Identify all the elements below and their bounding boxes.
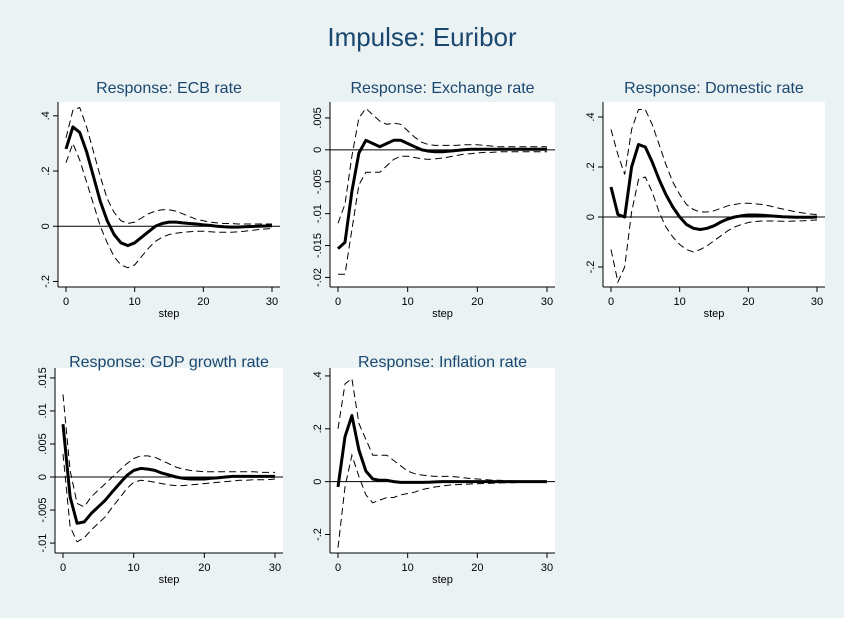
panel-title: Response: Exchange rate bbox=[350, 80, 534, 97]
x-tick-label: 0 bbox=[335, 562, 341, 574]
panel-response-inflation-rate: Response: Inflation rate 0 10 20 30 step -.2 0.… bbox=[312, 354, 555, 586]
x-tick-label: 10 bbox=[128, 562, 140, 574]
panel-title: Response: ECB rate bbox=[96, 80, 242, 97]
y-tick-label: .4 bbox=[585, 112, 597, 121]
x-tick-label: 30 bbox=[811, 296, 823, 308]
y-tick-label: -.2 bbox=[585, 261, 597, 274]
series-lower-line bbox=[65, 142, 273, 269]
x-axis-title: step bbox=[159, 308, 180, 320]
panel-response-ecb-rate: Response: ECB rate 0 10 20 30 step -.2 0 .2 .4 bbox=[40, 80, 280, 320]
x-tick-label: 0 bbox=[63, 296, 69, 308]
x-axis-title: step bbox=[159, 574, 180, 586]
y-tick-label: .015 bbox=[37, 367, 49, 388]
x-tick-label: 20 bbox=[471, 562, 483, 574]
plot-area bbox=[55, 368, 283, 553]
y-tick-label: -.005 bbox=[37, 498, 49, 523]
x-tick-label: 10 bbox=[402, 562, 414, 574]
series-lower-line bbox=[610, 176, 818, 284]
series-upper-line bbox=[62, 394, 275, 508]
series-irf-line bbox=[64, 125, 273, 248]
y-tick-label: 0 bbox=[312, 479, 324, 485]
series-irf-line bbox=[336, 138, 547, 250]
y-tick-label: -.005 bbox=[312, 169, 324, 194]
x-tick-label: 30 bbox=[541, 562, 553, 574]
x-tick-label: 20 bbox=[471, 296, 483, 308]
plot-area bbox=[603, 102, 825, 287]
x-tick-label: 30 bbox=[266, 296, 278, 308]
plot-area bbox=[58, 102, 280, 287]
y-tick-label: .01 bbox=[37, 403, 49, 418]
series-irf-line bbox=[609, 143, 818, 231]
x-tick-label: 10 bbox=[674, 296, 686, 308]
series-lower-line bbox=[338, 151, 547, 275]
y-tick-label: -.01 bbox=[312, 204, 324, 223]
y-tick-label: 0 bbox=[40, 223, 52, 229]
x-tick-label: 20 bbox=[198, 562, 210, 574]
series-lower-line bbox=[62, 453, 276, 543]
y-tick-label: -.2 bbox=[40, 275, 52, 288]
series-upper-line bbox=[610, 109, 818, 215]
x-tick-label: 30 bbox=[541, 296, 553, 308]
y-tick-label: -.02 bbox=[312, 268, 324, 287]
panel-title: Response: GDP growth rate bbox=[69, 354, 269, 371]
y-tick-label: 0 bbox=[312, 147, 324, 153]
y-tick-label: 0 bbox=[585, 214, 597, 220]
x-axis-title: step bbox=[432, 574, 453, 586]
y-tick-label: -.2 bbox=[312, 528, 324, 541]
plot-area bbox=[330, 368, 555, 553]
x-tick-label: 30 bbox=[269, 562, 281, 574]
figure-title: Impulse: Euribor bbox=[327, 22, 517, 52]
y-tick-label: .2 bbox=[585, 162, 597, 171]
y-tick-label: -.015 bbox=[312, 233, 324, 258]
y-tick-label: .2 bbox=[312, 424, 324, 433]
y-tick-label: .005 bbox=[312, 107, 324, 128]
series-upper-line bbox=[337, 107, 547, 224]
panel-response-domestic-rate: Response: Domestic rate 0 10 20 30 step -.2 0 .2… bbox=[585, 80, 825, 320]
x-tick-label: 0 bbox=[608, 296, 614, 308]
y-tick-label: 0 bbox=[37, 474, 49, 480]
x-tick-label: 10 bbox=[129, 296, 141, 308]
x-tick-label: 0 bbox=[335, 296, 341, 308]
x-tick-label: 20 bbox=[742, 296, 754, 308]
x-tick-label: 10 bbox=[402, 296, 414, 308]
series-lower-line bbox=[337, 453, 547, 548]
series-irf-line bbox=[61, 424, 275, 525]
panel-response-gdp-growth-rate: Response: GDP growth rate 0 10 20 30 step -.01… bbox=[37, 354, 283, 586]
panel-title: Response: Inflation rate bbox=[358, 354, 527, 371]
y-tick-label: .2 bbox=[40, 166, 52, 175]
y-tick-label: .005 bbox=[37, 433, 49, 454]
plot-area bbox=[330, 102, 555, 287]
series-upper-line bbox=[65, 106, 272, 225]
series-irf-line bbox=[336, 414, 547, 488]
panel-response-exchange-rate: Response: Exchange rate 0 10 20 30 step -.02 -.… bbox=[312, 80, 555, 320]
x-tick-label: 0 bbox=[60, 562, 66, 574]
y-tick-label: .4 bbox=[40, 111, 52, 120]
y-tick-label: .4 bbox=[312, 371, 324, 380]
x-tick-label: 20 bbox=[197, 296, 209, 308]
x-axis-title: step bbox=[704, 308, 725, 320]
y-tick-label: -.01 bbox=[37, 534, 49, 553]
series-upper-line bbox=[337, 377, 547, 482]
panel-title: Response: Domestic rate bbox=[624, 80, 804, 97]
x-axis-title: step bbox=[432, 308, 453, 320]
